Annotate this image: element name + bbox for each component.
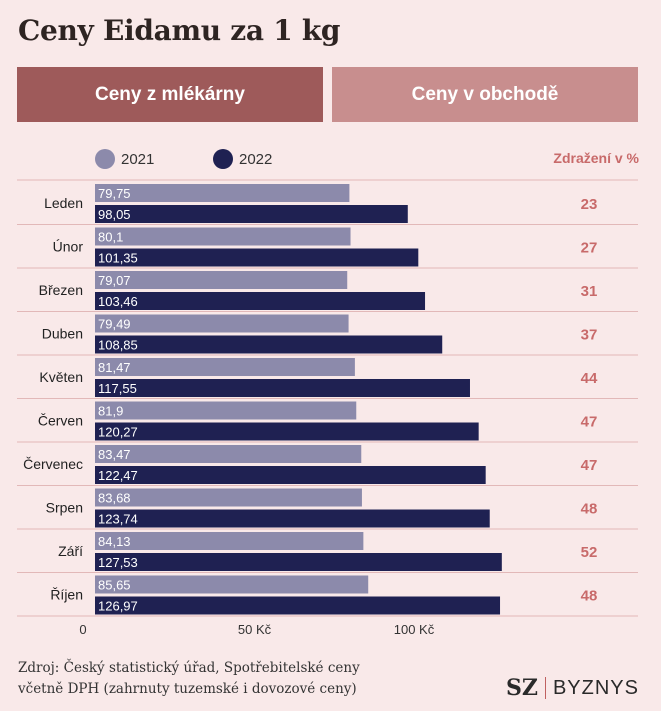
bar-2021 <box>95 532 364 550</box>
bar-2022 <box>95 466 486 484</box>
bar-2021 <box>95 488 362 507</box>
source-line-2: včetně DPH (zahrnuty tuzemské i dovozové… <box>18 681 357 697</box>
legend-item-2021: 2021 <box>95 148 154 170</box>
bar-value-label: 81,9 <box>98 404 123 419</box>
bar-value-label: 79,49 <box>98 317 131 332</box>
category-label: Září <box>58 543 83 559</box>
legend-label-2021: 2021 <box>121 150 155 168</box>
increase-percent: 48 <box>581 500 598 517</box>
logo-section: BYZNYS <box>552 676 639 699</box>
increase-percent: 47 <box>581 413 598 430</box>
increase-percent: 44 <box>581 370 598 387</box>
bar-chart: Leden 79,75 98,05 23 Únor 80,1 101,35 27 Březen 7… <box>17 179 638 637</box>
category-label: Červenec <box>23 456 83 472</box>
category-label: Leden <box>44 195 83 211</box>
bar-value-label: 83,68 <box>98 491 131 506</box>
bar-value-label: 80,1 <box>98 230 123 245</box>
bar-value-label: 79,75 <box>98 186 131 201</box>
increase-percent: 23 <box>581 196 598 213</box>
category-label: Únor <box>53 238 84 254</box>
tab-store-prices[interactable]: Ceny v obchodě <box>332 67 638 122</box>
increase-percent: 47 <box>581 457 598 474</box>
bar-value-label: 123,74 <box>98 512 138 527</box>
logo-separator <box>544 677 546 699</box>
bar-2022 <box>95 379 470 397</box>
bar-value-label: 81,47 <box>98 360 131 375</box>
bar-2021 <box>95 271 348 289</box>
bar-value-label: 122,47 <box>98 468 138 483</box>
bar-value-label: 126,97 <box>98 599 138 614</box>
category-label: Říjen <box>50 586 83 602</box>
bar-2021 <box>95 358 355 376</box>
x-tick-label: 50 Kč <box>238 622 272 637</box>
increase-percent: 27 <box>581 239 598 256</box>
bar-2022 <box>95 596 501 615</box>
bar-value-label: 101,35 <box>98 251 138 266</box>
bar-2021 <box>95 184 350 202</box>
bar-value-label: 120,27 <box>98 425 138 440</box>
bar-2022 <box>95 248 419 267</box>
tab-dairy-prices[interactable]: Ceny z mlékárny <box>17 67 323 122</box>
bar-value-label: 103,46 <box>98 294 138 309</box>
bar-value-label: 85,65 <box>98 578 131 593</box>
bar-2021 <box>95 401 357 420</box>
bar-2022 <box>95 205 408 223</box>
bar-2022 <box>95 553 502 571</box>
bar-value-label: 127,53 <box>98 555 138 570</box>
bar-2022 <box>95 335 443 354</box>
logo-brand: SZ <box>506 675 538 701</box>
legend-item-2022: 2022 <box>213 148 272 170</box>
bar-2022 <box>95 292 426 310</box>
category-label: Srpen <box>46 499 83 515</box>
increase-column-header: Zdražení v % <box>553 150 639 166</box>
category-label: Červen <box>38 412 83 428</box>
increase-percent: 37 <box>581 326 598 343</box>
page-title: Ceny Eidamu za 1 kg <box>18 14 341 47</box>
bar-value-label: 84,13 <box>98 534 131 549</box>
legend-label-2022: 2022 <box>239 150 273 168</box>
x-tick-label: 100 Kč <box>394 622 435 637</box>
increase-percent: 31 <box>581 283 598 300</box>
sz-byznys-logo: SZ BYZNYS <box>506 675 639 701</box>
category-label: Březen <box>39 282 83 298</box>
legend-dot-2022 <box>213 149 233 169</box>
bar-value-label: 117,55 <box>98 381 137 396</box>
bar-value-label: 98,05 <box>98 207 131 222</box>
bar-value-label: 83,47 <box>98 447 131 462</box>
category-label: Duben <box>42 325 83 341</box>
bar-2021 <box>95 575 369 594</box>
bar-2022 <box>95 422 479 441</box>
legend-dot-2021 <box>95 149 115 169</box>
bar-value-label: 79,07 <box>98 273 131 288</box>
source-line-1: Zdroj: Český statistický úřad, Spotřebit… <box>18 660 360 676</box>
bar-2021 <box>95 314 349 333</box>
category-label: Květen <box>39 369 83 385</box>
source-note: Zdroj: Český statistický úřad, Spotřebit… <box>18 658 360 700</box>
bar-2021 <box>95 445 362 463</box>
bar-2021 <box>95 227 351 246</box>
bar-value-label: 108,85 <box>98 338 138 353</box>
increase-percent: 52 <box>581 544 598 561</box>
x-tick-label: 0 <box>79 622 86 637</box>
increase-percent: 48 <box>581 587 598 604</box>
bar-2022 <box>95 509 490 528</box>
